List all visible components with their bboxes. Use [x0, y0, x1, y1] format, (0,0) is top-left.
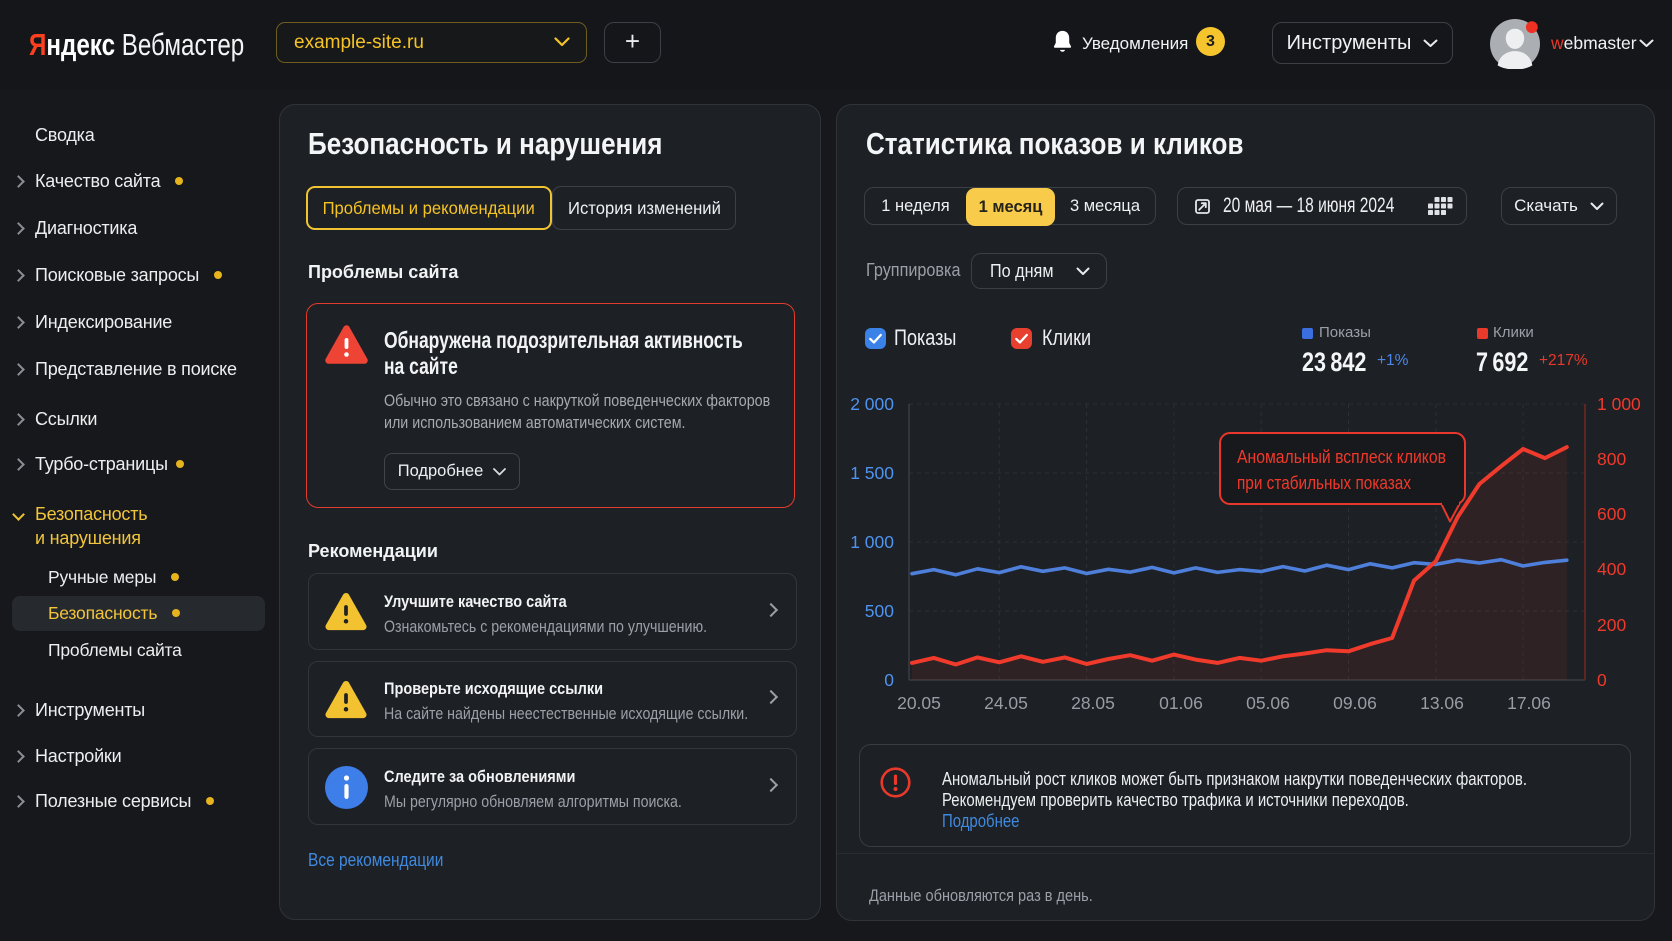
svg-text:400: 400: [1597, 559, 1626, 579]
svg-text:Аномальный всплеск кликов: Аномальный всплеск кликов: [1237, 447, 1446, 467]
svg-text:13.06: 13.06: [1420, 693, 1464, 713]
svg-text:05.06: 05.06: [1246, 693, 1290, 713]
svg-text:200: 200: [1597, 615, 1626, 635]
svg-text:24.05: 24.05: [984, 693, 1028, 713]
svg-text:800: 800: [1597, 449, 1626, 469]
svg-text:0: 0: [1597, 670, 1607, 690]
svg-text:20.05: 20.05: [897, 693, 941, 713]
svg-text:09.06: 09.06: [1333, 693, 1377, 713]
svg-text:1 500: 1 500: [850, 463, 894, 483]
svg-text:1 000: 1 000: [1597, 394, 1641, 414]
svg-text:01.06: 01.06: [1159, 693, 1203, 713]
svg-text:при стабильных показах: при стабильных показах: [1237, 473, 1411, 493]
svg-text:2 000: 2 000: [850, 394, 894, 414]
svg-text:500: 500: [865, 601, 894, 621]
svg-text:1 000: 1 000: [850, 532, 894, 552]
svg-text:17.06: 17.06: [1507, 693, 1551, 713]
svg-text:28.05: 28.05: [1071, 693, 1115, 713]
svg-text:0: 0: [884, 670, 894, 690]
svg-text:600: 600: [1597, 504, 1626, 524]
